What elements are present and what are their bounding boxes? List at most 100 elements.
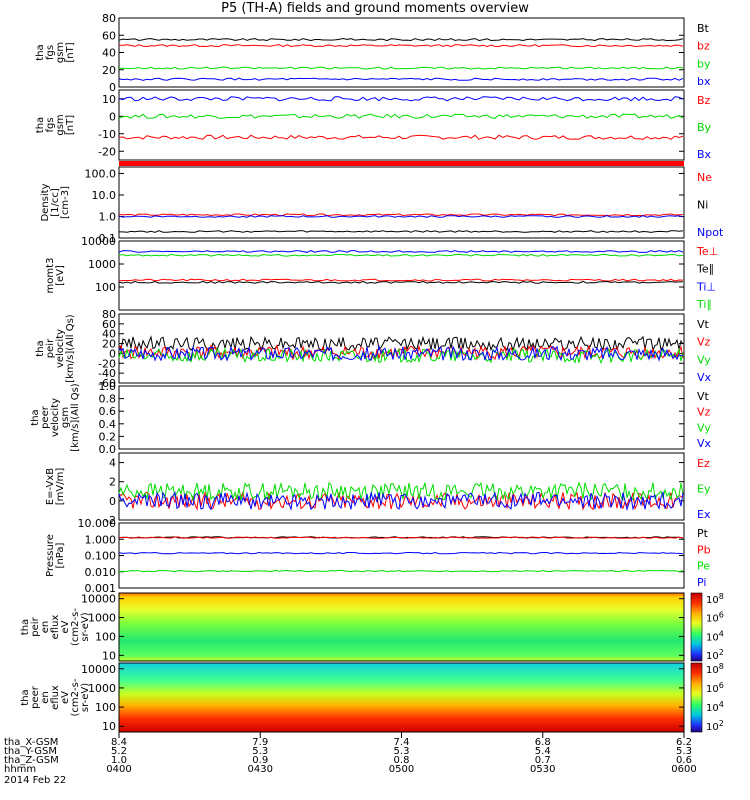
ephemeris-value: 0.8: [394, 755, 410, 766]
trace-Ey: [118, 481, 684, 502]
y-tick-label: 1000: [88, 682, 116, 695]
y-axis-label: tha: [20, 689, 31, 705]
y-tick-label: 0.010: [85, 566, 117, 579]
y-tick-label: 0: [109, 495, 116, 508]
y-axis-label: gsm: [55, 42, 66, 63]
y-axis-label: velocity: [50, 398, 61, 437]
ephemeris-value: 5.3: [394, 746, 410, 757]
y-tick-label: -20: [98, 145, 116, 158]
ephemeris-label: tha_Y-GSM: [4, 746, 57, 757]
y-tick-label: 1.0: [99, 210, 117, 223]
trace-Te⊥: [118, 278, 684, 282]
legend-Te⊥: Te⊥: [696, 245, 718, 258]
y-axis-label: Density: [40, 183, 51, 221]
legend-Bz: Bz: [697, 94, 711, 107]
y-axis-label: peer: [40, 405, 51, 429]
ephemeris-value: 0400: [106, 764, 131, 775]
legend-Ey: Ey: [697, 483, 711, 496]
y-axis-label: fgs: [45, 45, 56, 60]
y-tick-label: 100: [95, 630, 116, 643]
y-axis-label: [eV]: [55, 265, 66, 286]
legend-Vx: Vx: [697, 371, 712, 384]
y-tick-label: 60: [102, 318, 116, 331]
colorbar-elec-spec: [690, 662, 703, 733]
trace-bx: [118, 77, 684, 81]
legend-Vz: Vz: [697, 336, 711, 349]
trace-Ti∥: [118, 253, 684, 257]
y-tick-label: 20: [102, 64, 116, 77]
y-tick-label: 60: [102, 29, 116, 42]
legend-Npot: Npot: [697, 226, 724, 239]
y-axis-label: velocity: [55, 329, 66, 368]
y-axis-label: en: [40, 621, 51, 634]
trace-Npot: [118, 215, 684, 218]
trace-Pi: [118, 551, 684, 555]
trace-by: [118, 66, 684, 70]
ephemeris-value: 7.9: [252, 737, 268, 748]
y-axis-label: [nPa]: [55, 542, 66, 568]
legend-By: By: [697, 121, 712, 134]
legend-Te∥: Te∥: [696, 263, 714, 276]
y-axis-label: sr-eV): [80, 612, 91, 641]
legend-Vz: Vz: [697, 406, 711, 419]
y-tick-label: 0.100: [85, 550, 117, 563]
y-axis-label: tha: [30, 409, 41, 425]
y-axis-label: eV: [60, 620, 71, 633]
y-tick-label: 2: [109, 476, 116, 489]
y-tick-label: -40: [98, 367, 116, 380]
y-tick-label: 40: [102, 328, 116, 341]
trace-Pe: [118, 569, 684, 573]
y-axis-label: [nT]: [65, 115, 76, 135]
ephemeris-date: 2014 Feb 22: [4, 775, 66, 786]
ephemeris-label: tha_X-GSM: [4, 737, 58, 748]
y-tick-label: 100: [95, 701, 116, 714]
y-tick-label: -20: [98, 357, 116, 370]
ephemeris-value: 0430: [248, 764, 273, 775]
trace-Ti⊥: [118, 250, 684, 253]
spectrogram-ion-spec: [119, 593, 684, 661]
panel-frame-vel-elec: [118, 385, 685, 450]
legend-Vx: Vx: [697, 437, 712, 450]
panel-frame-efield: [118, 452, 685, 521]
trace-Pb: [118, 536, 684, 539]
y-tick-label: 10000: [81, 663, 116, 676]
colorbar-tick-label: 102: [706, 648, 724, 662]
legend-Vy: Vy: [697, 421, 711, 434]
y-axis-label: eV: [60, 691, 71, 704]
ephemeris-value: 5.3: [252, 746, 268, 757]
y-tick-label: -10: [98, 128, 116, 141]
y-axis-label: peir: [45, 338, 56, 358]
legend-Bt: Bt: [697, 22, 710, 35]
trace-Bx: [118, 96, 684, 102]
y-tick-label: 80: [102, 308, 116, 321]
y-tick-label: 1000: [88, 258, 116, 271]
legend-Ez: Ez: [697, 457, 710, 470]
ephemeris-value: 7.4: [394, 737, 410, 748]
y-tick-label: 10: [102, 720, 116, 733]
y-tick-label: 0.4: [99, 418, 117, 431]
y-tick-label: 10.0: [92, 189, 117, 202]
y-axis-label: [nT]: [65, 42, 76, 62]
trace-Ni: [119, 230, 684, 233]
y-axis-label: [mV/m]: [55, 468, 66, 506]
y-tick-label: -60: [98, 377, 116, 390]
y-tick-label: -2: [105, 514, 116, 527]
y-tick-label: 0.1: [99, 232, 117, 245]
panel-frame-fgs-comp: [118, 89, 685, 161]
colorbar-tick-label: 104: [706, 629, 724, 643]
y-tick-label: 0: [109, 81, 116, 94]
ephemeris-value: 0.9: [252, 755, 268, 766]
y-axis-label: sr-eV): [80, 683, 91, 712]
trace-Ex: [118, 490, 684, 512]
legend-Pe: Pe: [697, 560, 710, 573]
legend-Vt: Vt: [697, 318, 710, 331]
legend-Ex: Ex: [697, 508, 711, 521]
ephemeris-value: 0.7: [535, 755, 551, 766]
spectrogram-elec-spec: [119, 663, 684, 732]
red-band: [119, 161, 684, 166]
ephemeris-value: 8.4: [111, 737, 127, 748]
y-axis-label: [1/cc]: [50, 188, 61, 217]
panel-frame-vel-ion: [118, 313, 685, 384]
y-tick-label: 0: [109, 347, 116, 360]
